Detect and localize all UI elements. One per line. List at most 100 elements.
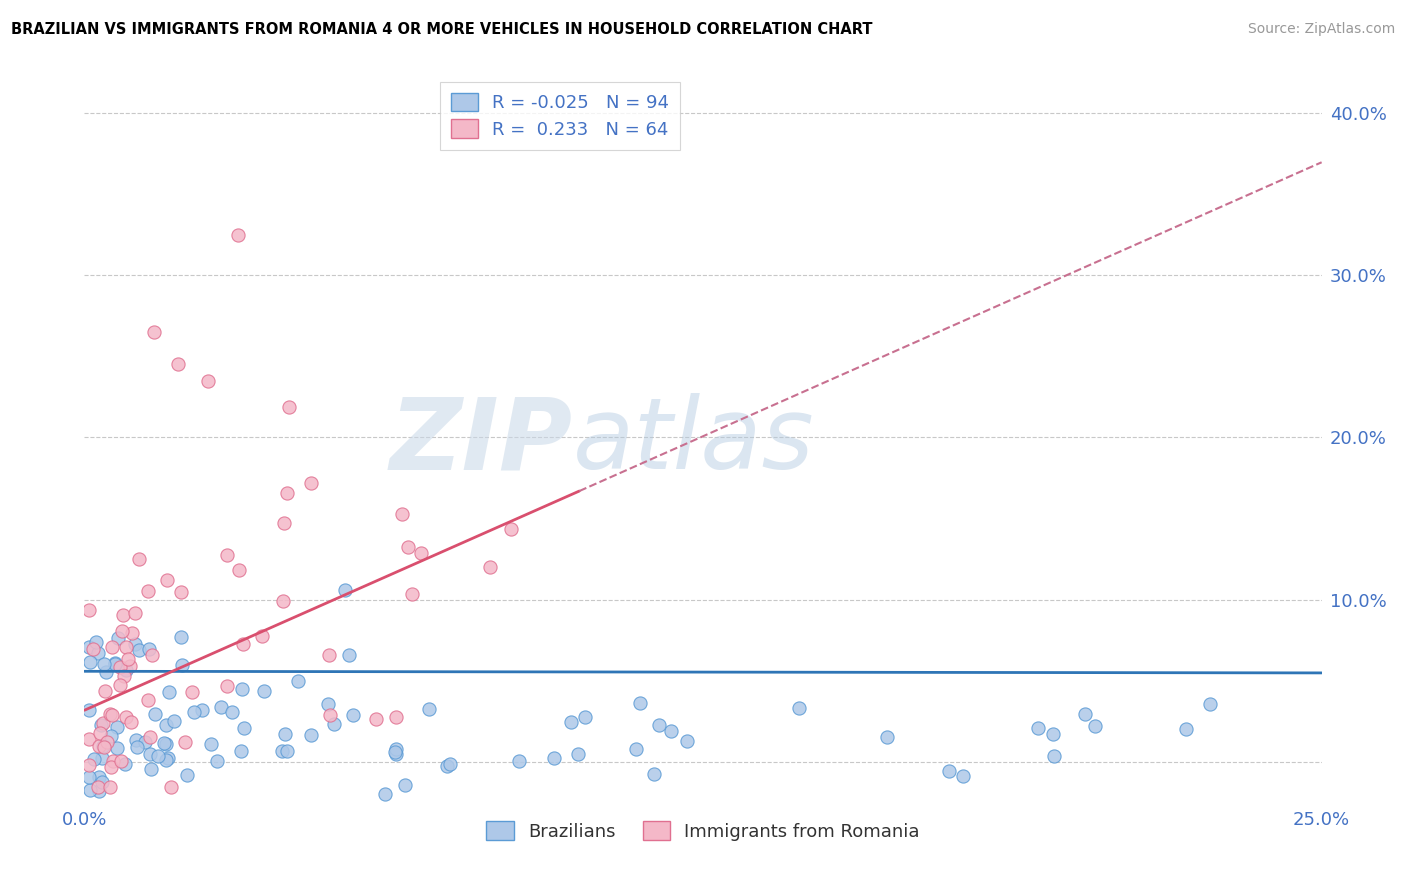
Point <box>938 764 960 778</box>
Point <box>252 629 274 643</box>
Point <box>384 745 406 759</box>
Point <box>114 640 136 654</box>
Point <box>96 735 118 749</box>
Point <box>436 759 458 773</box>
Point <box>105 720 128 734</box>
Point <box>787 701 810 715</box>
Point <box>139 762 162 776</box>
Point <box>148 748 170 763</box>
Point <box>128 551 150 566</box>
Point <box>232 721 254 735</box>
Point <box>560 714 582 729</box>
Point <box>439 756 461 771</box>
Point <box>226 227 249 242</box>
Point <box>124 606 146 620</box>
Point <box>1199 697 1222 711</box>
Point <box>287 673 309 688</box>
Point <box>209 700 232 714</box>
Point <box>108 678 131 692</box>
Point <box>82 642 104 657</box>
Point <box>543 751 565 765</box>
Point <box>101 754 124 768</box>
Point <box>91 716 114 731</box>
Point <box>276 744 298 758</box>
Point <box>643 767 665 781</box>
Point <box>190 703 212 717</box>
Point <box>111 608 134 623</box>
Point <box>1074 706 1097 721</box>
Point <box>98 706 121 721</box>
Point <box>84 634 107 648</box>
Point <box>155 753 177 767</box>
Point <box>114 669 136 683</box>
Point <box>89 770 111 784</box>
Point <box>1026 721 1049 735</box>
Point <box>374 787 396 801</box>
Point <box>163 714 186 729</box>
Point <box>93 684 115 698</box>
Point <box>115 663 138 677</box>
Point <box>121 626 143 640</box>
Point <box>952 769 974 783</box>
Point <box>89 726 111 740</box>
Point <box>153 736 176 750</box>
Point <box>93 740 115 755</box>
Point <box>508 754 530 768</box>
Point <box>217 680 239 694</box>
Point <box>139 747 162 761</box>
Point <box>125 739 148 754</box>
Point <box>89 783 111 797</box>
Point <box>114 757 136 772</box>
Point <box>87 739 110 753</box>
Point <box>155 737 177 751</box>
Point <box>117 652 139 666</box>
Point <box>156 750 179 764</box>
Point <box>876 730 898 744</box>
Point <box>277 400 299 414</box>
Point <box>181 685 204 699</box>
Point <box>104 657 127 672</box>
Point <box>79 757 101 772</box>
Point <box>79 703 101 717</box>
Point <box>274 727 297 741</box>
Point <box>101 640 124 655</box>
Point <box>391 508 413 522</box>
Text: atlas: atlas <box>574 393 814 490</box>
Point <box>90 718 112 732</box>
Point <box>299 475 322 490</box>
Point <box>574 710 596 724</box>
Point <box>628 696 651 710</box>
Point <box>142 325 165 339</box>
Point <box>299 728 322 742</box>
Point <box>108 660 131 674</box>
Point <box>101 707 124 722</box>
Point <box>124 637 146 651</box>
Point <box>499 522 522 536</box>
Point <box>316 697 339 711</box>
Point <box>271 594 294 608</box>
Point <box>174 735 197 749</box>
Point <box>270 744 292 758</box>
Point <box>157 685 180 699</box>
Point <box>155 718 177 732</box>
Point <box>335 582 357 597</box>
Point <box>394 778 416 792</box>
Point <box>273 516 295 531</box>
Point <box>136 692 159 706</box>
Point <box>79 770 101 784</box>
Point <box>384 741 406 756</box>
Point <box>479 560 502 574</box>
Point <box>229 744 252 758</box>
Point <box>83 751 105 765</box>
Point <box>232 637 254 651</box>
Point <box>79 655 101 669</box>
Point <box>567 747 589 761</box>
Point <box>197 374 219 388</box>
Point <box>141 648 163 662</box>
Text: BRAZILIAN VS IMMIGRANTS FROM ROMANIA 4 OR MORE VEHICLES IN HOUSEHOLD CORRELATION: BRAZILIAN VS IMMIGRANTS FROM ROMANIA 4 O… <box>11 22 873 37</box>
Point <box>1175 722 1198 736</box>
Point <box>160 780 183 794</box>
Point <box>91 775 114 789</box>
Point <box>91 750 114 764</box>
Point <box>409 546 432 560</box>
